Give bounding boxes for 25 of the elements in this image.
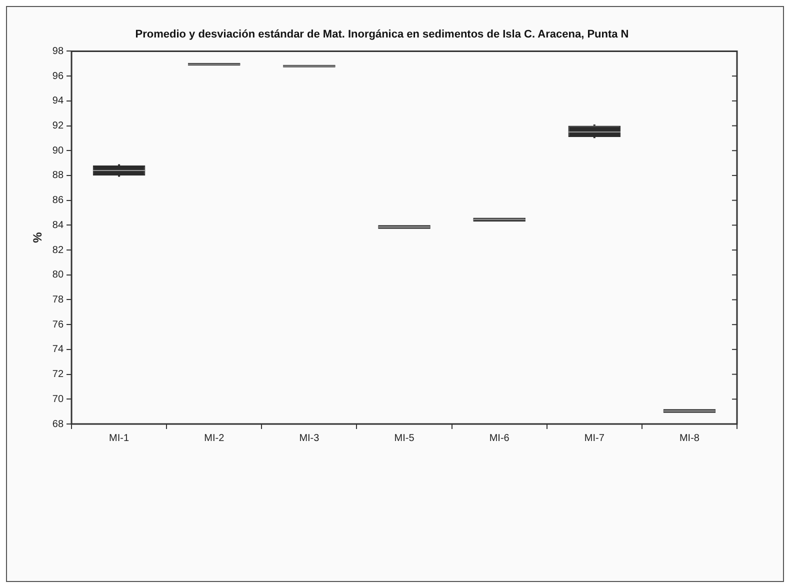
x-tick-label: MI-8 <box>679 432 700 444</box>
y-tick-label: 96 <box>52 70 64 82</box>
x-tick-label: MI-7 <box>584 432 605 444</box>
y-tick-label: 88 <box>52 170 64 182</box>
x-tick-label: MI-3 <box>299 432 320 444</box>
y-tick-label: 90 <box>52 145 64 156</box>
y-tick-label: 78 <box>52 294 64 306</box>
chart-title: Promedio y desviación estándar de Mat. Inorgánica en sedimentos de Isla C. Aracena, Punta N <box>135 28 629 41</box>
y-tick-label: 76 <box>52 319 64 330</box>
x-tick-label: MI-6 <box>489 432 510 444</box>
x-tick-label: MI-1 <box>109 432 130 444</box>
y-tick-label: 70 <box>52 394 64 405</box>
y-tick-label: 94 <box>52 96 64 107</box>
y-axis-title: % <box>30 232 45 243</box>
y-tick-label: 84 <box>52 220 64 231</box>
y-tick-label: 80 <box>52 270 64 281</box>
y-tick-label: 92 <box>52 120 64 132</box>
y-tick-label: 72 <box>52 369 64 380</box>
x-tick-label: MI-2 <box>204 432 225 444</box>
y-tick-label: 98 <box>52 46 64 57</box>
y-tick-label: 82 <box>52 244 64 256</box>
y-tick-label: 68 <box>52 418 64 430</box>
x-tick-label: MI-5 <box>394 432 415 444</box>
y-tick-label: 74 <box>52 344 64 356</box>
y-tick-label: 86 <box>52 195 64 206</box>
